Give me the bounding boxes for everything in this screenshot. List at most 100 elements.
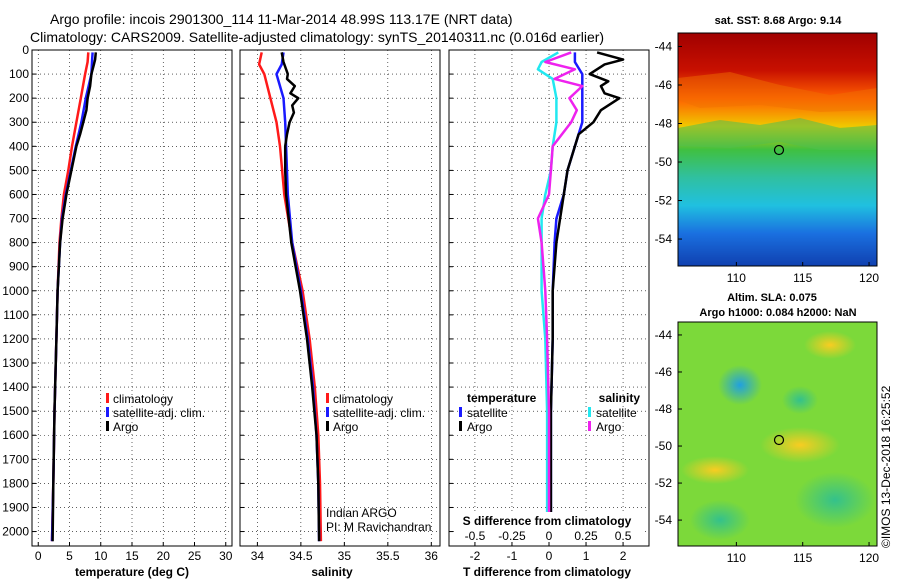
sst-map-frame xyxy=(677,32,878,267)
x-tick-label: 10 xyxy=(94,549,108,563)
x-tick-label: 25 xyxy=(188,549,202,563)
header-title-line2: Climatology: CARS2009. Satellite-adjuste… xyxy=(30,29,604,45)
lat-tick-label: -52 xyxy=(655,476,673,490)
sst-map: sat. SST: 8.68 Argo: 9.14 -44 -46 -48 -50 -5… xyxy=(655,15,880,285)
depth-tick-label: 1800 xyxy=(2,476,29,490)
sla-map-title-line2: Argo h1000: 0.084 h2000: NaN xyxy=(699,307,856,319)
legend-sal-satellite-marker xyxy=(588,407,591,417)
sla-high-blob xyxy=(804,331,856,359)
legend-sal-argo-label: Argo xyxy=(596,420,622,434)
top-axis-backdrop xyxy=(455,512,645,542)
depth-tick-label: 1100 xyxy=(3,308,29,322)
lat-tick-label: -50 xyxy=(655,439,673,453)
lat-tick-label: -54 xyxy=(655,232,673,246)
lon-tick-label: 115 xyxy=(793,271,812,285)
depth-tick-label: 600 xyxy=(9,187,29,201)
x-tick-label: 2 xyxy=(620,549,627,563)
sla-high-blob xyxy=(760,427,840,463)
sla-map: Altim. SLA: 0.075 Argo h1000: 0.084 h200… xyxy=(655,292,880,565)
depth-tick-label: 400 xyxy=(9,139,29,153)
depth-tick-label: 1900 xyxy=(2,500,29,514)
imos-credit: ©IMOS 13-Dec-2018 16:25:52 xyxy=(879,385,893,548)
legend-temperature-title: temperature xyxy=(467,391,537,405)
x-tick-label: 35.5 xyxy=(376,549,400,563)
sla-map-frame xyxy=(677,321,878,547)
lat-tick-label: -54 xyxy=(655,513,673,527)
sla-low-blob xyxy=(718,365,762,405)
legend-sal-argo-marker xyxy=(588,421,591,431)
x-tick-label: 34.5 xyxy=(289,549,313,563)
legend-argo-marker xyxy=(106,421,109,431)
top-tick-label: 0 xyxy=(546,529,553,543)
top-tick-label: 0.5 xyxy=(615,529,632,543)
difference-legend: temperature satellite Argo salinity sate… xyxy=(459,391,640,434)
depth-tick-label: 500 xyxy=(9,163,29,177)
x-tick-label: 30 xyxy=(219,549,233,563)
x-tick-label: 0 xyxy=(546,549,553,563)
lon-tick-label: 110 xyxy=(727,551,746,565)
sla-argo-location xyxy=(773,434,785,446)
series-line-salinity-argo xyxy=(536,51,584,542)
depth-tick-label: 1500 xyxy=(2,404,29,418)
temperature-panel: 0 5 10 15 20 25 30 temperature (deg C) climato… xyxy=(31,49,233,579)
depth-tick-label: 2000 xyxy=(2,525,29,539)
salinity-panel: 34 34.5 35 35.5 36 salinity climatology sate… xyxy=(239,49,441,579)
legend-temp-argo-label: Argo xyxy=(467,420,493,434)
x-tick-label: 20 xyxy=(157,549,171,563)
legend-satellite-label: satellite-adj. clim. xyxy=(113,406,205,420)
depth-tick-label: 100 xyxy=(9,67,29,81)
sst-map-title: sat. SST: 8.68 Argo: 9.14 xyxy=(715,15,843,27)
depth-tick-label: 700 xyxy=(9,212,29,226)
salinity-annotation-line1: Indian ARGO xyxy=(326,506,397,520)
sla-low-blob xyxy=(782,386,818,414)
x-tick-label: -1 xyxy=(507,549,518,563)
legend-argo-label: Argo xyxy=(333,420,359,434)
sla-high-blob xyxy=(681,456,749,484)
depth-tick-label: 1200 xyxy=(2,332,29,346)
lat-tick-label: -44 xyxy=(655,328,673,342)
legend-argo-label: Argo xyxy=(113,420,139,434)
lon-tick-label: 110 xyxy=(727,271,746,285)
depth-tick-label: 1600 xyxy=(2,428,29,442)
depth-tick-label: 1300 xyxy=(2,356,29,370)
series-line-salinity-satellite xyxy=(536,51,559,542)
lat-tick-label: -48 xyxy=(655,402,673,416)
legend-satellite-label: satellite-adj. clim. xyxy=(333,406,425,420)
legend-temp-satellite-label: satellite xyxy=(467,406,508,420)
top-tick-label: -0.5 xyxy=(465,529,486,543)
series-line-temperature-argo xyxy=(549,51,625,542)
lon-tick-label: 120 xyxy=(859,271,879,285)
sst-warm-band xyxy=(678,72,877,112)
series-line-argo xyxy=(51,52,98,542)
lon-tick-label: 120 xyxy=(859,551,879,565)
sst-front-band xyxy=(678,118,877,150)
lat-tick-label: -44 xyxy=(655,39,673,53)
legend-temp-argo-marker xyxy=(459,421,462,431)
top-tick-label: -0.25 xyxy=(498,529,526,543)
x-tick-label: -2 xyxy=(470,549,481,563)
sla-map-title-line1: Altim. SLA: 0.075 xyxy=(727,292,817,304)
legend-climatology-marker xyxy=(106,393,109,403)
lat-tick-label: -46 xyxy=(655,365,673,379)
legend-argo-marker xyxy=(326,421,329,431)
legend-climatology-label: climatology xyxy=(113,392,173,406)
legend-climatology-marker xyxy=(326,393,329,403)
lat-tick-label: -50 xyxy=(655,155,673,169)
lat-tick-label: -52 xyxy=(655,194,673,208)
lat-tick-label: -46 xyxy=(655,78,673,92)
temperature-legend: climatology satellite-adj. clim. Argo xyxy=(106,392,205,434)
sst-argo-location xyxy=(773,144,785,156)
depth-tick-label: 200 xyxy=(9,91,29,105)
x-tick-label: 35 xyxy=(338,549,352,563)
depth-tick-label: 0 xyxy=(22,43,29,57)
salinity-xlabel: salinity xyxy=(311,565,353,579)
salinity-legend: climatology satellite-adj. clim. Argo xyxy=(326,392,425,434)
depth-tick-label: 800 xyxy=(9,236,29,250)
depth-tick-label: 1000 xyxy=(2,284,29,298)
x-tick-label: 1 xyxy=(583,549,590,563)
depth-tick-label: 900 xyxy=(9,260,29,274)
x-tick-label: 36 xyxy=(425,549,439,563)
depth-axis: 0 100 200 300 400 500 600 700 800 900 1000 1100 1200… xyxy=(2,43,29,539)
lon-tick-label: 115 xyxy=(793,551,812,565)
depth-tick-label: 300 xyxy=(9,115,29,129)
